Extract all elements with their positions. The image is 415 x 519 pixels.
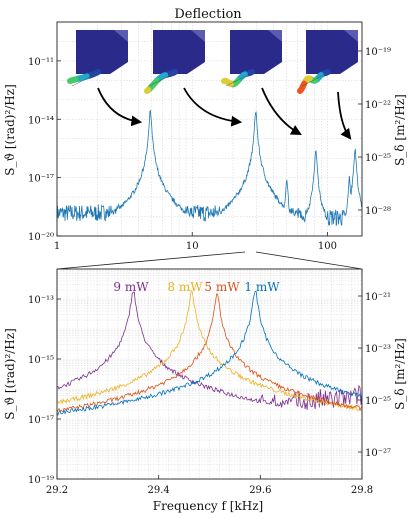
bottom-plot-frame — [56, 268, 363, 480]
clamp-block — [230, 30, 282, 74]
mode-arrow — [337, 91, 352, 140]
bottom-xtick-label: 29.2 — [46, 485, 68, 496]
clamp-block — [153, 30, 205, 74]
mode-shape-2 — [144, 30, 205, 94]
undeformed-outline — [148, 71, 176, 87]
top-psd-line — [56, 109, 363, 226]
bottom-ytick-right-label: 10⁻²⁷ — [365, 448, 391, 459]
clamp-highlight — [114, 30, 128, 42]
bottom-xtick-label: 29.6 — [249, 485, 271, 496]
top-grid — [56, 21, 362, 237]
legend-8mw: 8 mW — [167, 280, 203, 294]
mode-arrow — [183, 87, 243, 127]
clamp-highlight — [191, 30, 205, 42]
top-ticks: 1 10 100 10⁻¹¹ 10⁻¹⁴ 10⁻¹⁷ 10⁻²⁰ 10⁻¹⁹ 10⁻²² 10⁻²… — [28, 47, 391, 252]
bottom-ticks: 29.2 29.4 29.6 29.8 10⁻¹³ 10⁻¹⁵ 10⁻¹⁷ 10⁻¹⁹ 10⁻²… — [28, 292, 391, 496]
top-ylabel-left: S_ϑ [(rad)²/Hz] — [3, 84, 17, 176]
mode-arrow — [97, 87, 143, 127]
bottom-grid — [56, 268, 363, 480]
bottom-xlabel: Frequency f [kHz] — [153, 499, 263, 513]
top-ytick-right-label: 10⁻²² — [365, 100, 391, 111]
beam-segment — [297, 86, 305, 94]
beam-segment — [144, 86, 152, 94]
mode-arrows — [97, 87, 352, 140]
bottom-traces — [56, 289, 363, 416]
bottom-ytick-label: 10⁻¹⁷ — [28, 415, 54, 426]
top-ytick-right-label: 10⁻²⁸ — [365, 206, 391, 217]
undeformed-outline — [225, 71, 253, 87]
mode-shape-insets — [67, 30, 358, 94]
legend-1mw: 1 mW — [244, 280, 280, 294]
mode-arrow — [261, 87, 302, 136]
clamp-highlight — [344, 30, 358, 42]
bottom-ytick-right-label: 10⁻²³ — [365, 344, 391, 355]
clamp-block — [76, 30, 128, 74]
top-ytick-label: 10⁻¹¹ — [28, 57, 54, 68]
bottom-xtick-label: 29.8 — [351, 485, 373, 496]
undeformed-outline — [301, 71, 329, 87]
mode-shape-3 — [221, 30, 282, 88]
zoom-line-right — [255, 251, 363, 270]
bottom-series-5mw — [56, 293, 363, 413]
legend-5mw: 5 mW — [204, 280, 240, 294]
top-xtick-label: 100 — [318, 241, 337, 252]
top-xtick-label: 1 — [54, 241, 60, 252]
top-ytick-right-label: 10⁻¹⁹ — [365, 47, 391, 58]
bottom-ytick-label: 10⁻¹³ — [28, 295, 54, 306]
mode-shape-1 — [67, 30, 128, 87]
top-ylabel-right: S_δ [m²/Hz] — [393, 94, 407, 166]
bottom-xtick-label: 29.4 — [148, 485, 170, 496]
legend-9mw: 9 mW — [113, 280, 149, 294]
clamp-block — [306, 30, 358, 74]
top-trace — [56, 109, 363, 226]
bottom-ytick-right-label: 10⁻²¹ — [365, 292, 391, 303]
top-ytick-label: 10⁻¹⁴ — [28, 115, 54, 126]
bottom-series-9mw — [56, 291, 363, 410]
bottom-ytick-right-label: 10⁻²⁵ — [365, 396, 391, 407]
zoom-line-left — [56, 251, 246, 270]
top-ytick-label: 10⁻¹⁷ — [28, 174, 54, 185]
top-chart-title: Deflection — [174, 7, 242, 22]
bottom-ytick-label: 10⁻¹⁵ — [28, 355, 54, 366]
top-ytick-label: 10⁻²⁰ — [28, 232, 54, 243]
top-ytick-right-label: 10⁻²⁵ — [365, 153, 391, 164]
top-plot-frame — [56, 21, 363, 237]
bottom-series-1mw — [56, 290, 363, 416]
top-xtick-label: 10 — [186, 241, 199, 252]
bottom-ylabel-right: S_δ [m²/Hz] — [393, 338, 407, 410]
bottom-ylabel-left: S_ϑ [(rad)²/Hz] — [3, 328, 17, 420]
mode-shape-4 — [297, 30, 358, 94]
bottom-ytick-label: 10⁻¹⁹ — [28, 475, 54, 486]
undeformed-outline — [71, 71, 99, 87]
legend: 9 mW 8 mW 5 mW 1 mW — [113, 280, 280, 294]
bottom-series-8mw — [56, 289, 363, 412]
clamp-highlight — [268, 30, 282, 42]
